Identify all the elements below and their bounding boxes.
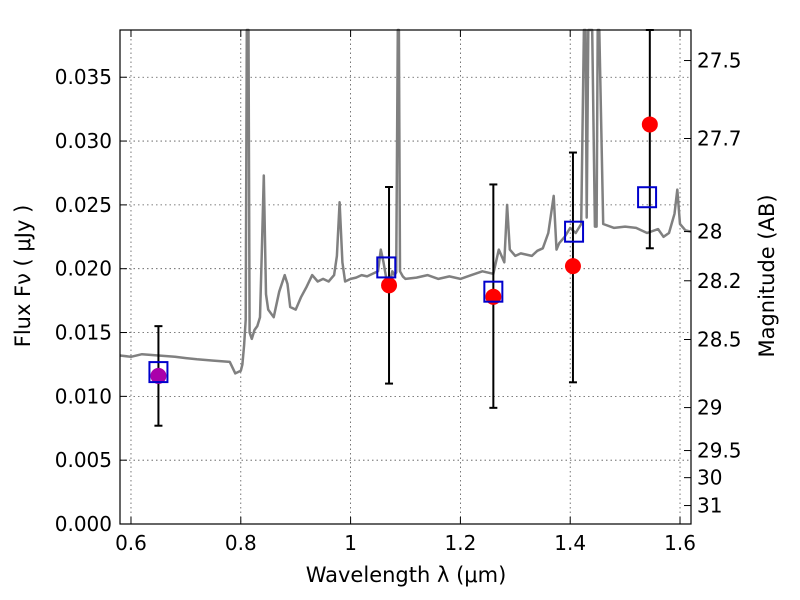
model-series	[148, 186, 658, 384]
y2-tick-label: 27.5	[697, 49, 742, 73]
axis-ticks: 0.6 0.8 1 1.2 1.4 1.6 0.000 0.005 0.010 0.015 0.02…	[55, 30, 742, 555]
y-tick-label: 0.010	[55, 384, 112, 408]
observed-point	[150, 367, 167, 384]
model-point	[148, 361, 169, 384]
plot-frame	[119, 29, 692, 525]
y-tick-label: 0.030	[55, 129, 112, 153]
x-tick-label: 1.4	[554, 531, 586, 555]
observed-point	[381, 277, 398, 294]
x-tick-label: 1.2	[444, 531, 476, 555]
y2-axis-title: Magnitude (AB)	[755, 194, 779, 357]
y2-tick-label: 29	[697, 396, 722, 420]
y-tick-label: 0.000	[55, 512, 112, 536]
x-axis-title: Wavelength λ (μm)	[306, 563, 507, 587]
model-point	[376, 256, 397, 279]
y2-tick-label: 28	[697, 220, 722, 244]
x-tick-label: 1.6	[664, 531, 696, 555]
y2-tick-label: 29.5	[697, 439, 742, 463]
y-axis-title: Flux Fν ( μJy )	[11, 205, 35, 348]
observed-series	[150, 116, 658, 384]
x-tick-label: 0.6	[115, 531, 147, 555]
x-tick-label: 1	[344, 531, 357, 555]
y2-tick-label: 27.7	[697, 127, 742, 151]
y-tick-label: 0.025	[55, 193, 112, 217]
y-tick-label: 0.035	[55, 65, 112, 89]
x-tick-label: 0.8	[225, 531, 257, 555]
model-point	[637, 186, 658, 209]
model-point	[483, 280, 504, 303]
observed-point	[641, 116, 658, 133]
y-tick-label: 0.015	[55, 321, 112, 345]
y2-tick-label: 30	[697, 466, 722, 490]
y2-tick-label: 31	[697, 494, 722, 518]
observed-point	[564, 258, 581, 275]
y2-tick-label: 28.2	[697, 269, 742, 293]
y2-tick-label: 28.5	[697, 327, 742, 351]
y-tick-label: 0.005	[55, 448, 112, 472]
model-point	[564, 220, 585, 243]
y-tick-label: 0.020	[55, 257, 112, 281]
